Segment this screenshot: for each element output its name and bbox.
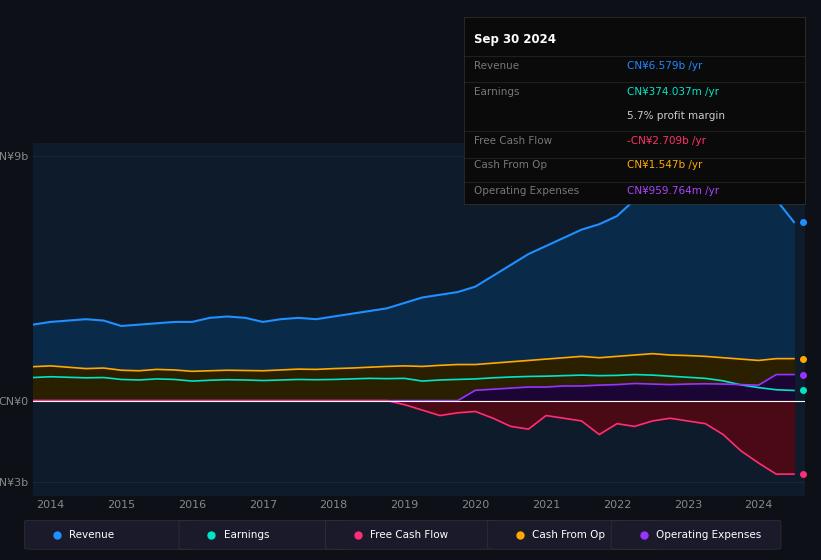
FancyBboxPatch shape bbox=[488, 520, 658, 549]
Text: Earnings: Earnings bbox=[224, 530, 269, 540]
FancyBboxPatch shape bbox=[611, 520, 781, 549]
Text: Cash From Op: Cash From Op bbox=[474, 160, 547, 170]
Text: Revenue: Revenue bbox=[70, 530, 114, 540]
Text: Free Cash Flow: Free Cash Flow bbox=[370, 530, 448, 540]
Text: Operating Expenses: Operating Expenses bbox=[656, 530, 761, 540]
Text: Cash From Op: Cash From Op bbox=[533, 530, 605, 540]
Text: 5.7% profit margin: 5.7% profit margin bbox=[627, 111, 726, 121]
Text: Sep 30 2024: Sep 30 2024 bbox=[474, 33, 556, 46]
Text: CN¥374.037m /yr: CN¥374.037m /yr bbox=[627, 87, 719, 97]
FancyBboxPatch shape bbox=[179, 520, 349, 549]
Text: -CN¥2.709b /yr: -CN¥2.709b /yr bbox=[627, 136, 706, 146]
Text: Operating Expenses: Operating Expenses bbox=[474, 186, 580, 196]
Text: Earnings: Earnings bbox=[474, 87, 520, 97]
Text: CN¥959.764m /yr: CN¥959.764m /yr bbox=[627, 186, 719, 196]
FancyBboxPatch shape bbox=[25, 520, 195, 549]
Text: CN¥1.547b /yr: CN¥1.547b /yr bbox=[627, 160, 703, 170]
Text: Revenue: Revenue bbox=[474, 60, 519, 71]
Text: CN¥6.579b /yr: CN¥6.579b /yr bbox=[627, 60, 703, 71]
Text: Free Cash Flow: Free Cash Flow bbox=[474, 136, 553, 146]
FancyBboxPatch shape bbox=[326, 520, 495, 549]
